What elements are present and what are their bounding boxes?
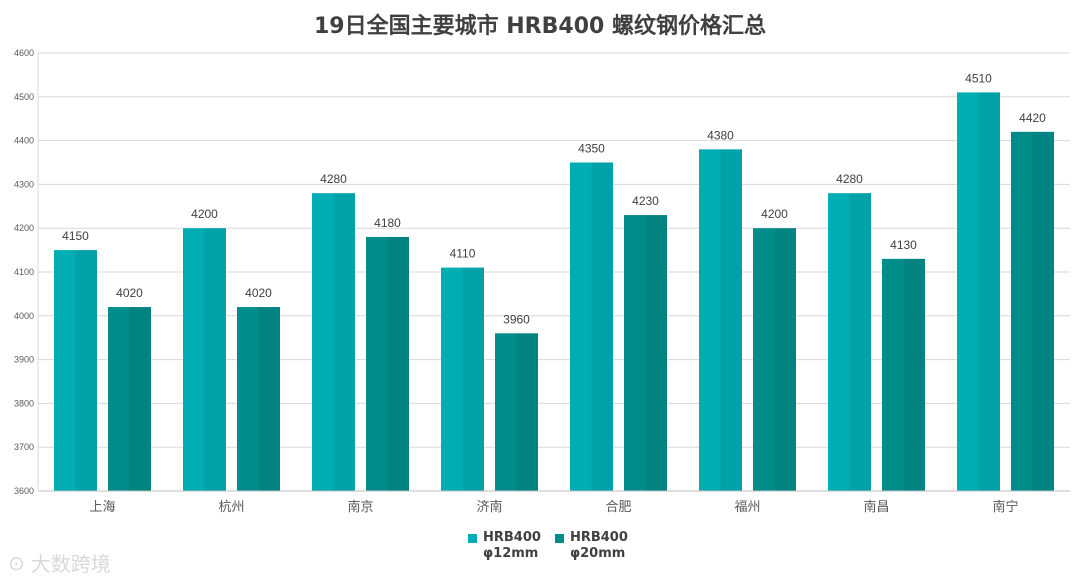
legend-item-series-1: HRB400 φ12mm	[468, 530, 541, 562]
legend-label-series-2: HRB400 φ20mm	[569, 530, 628, 561]
bar-shade	[978, 92, 1000, 492]
bar-shade	[1032, 131, 1054, 491]
x-tick-label: 济南	[476, 499, 502, 515]
y-tick-label: 3800	[14, 398, 34, 408]
bar	[495, 333, 538, 491]
legend-item-series-2: HRB400 φ20mm	[554, 530, 628, 562]
bar-shade	[645, 215, 667, 491]
legend-swatch-series-2	[554, 534, 564, 543]
legend: HRB400 φ12mm HRB400 φ20mm	[468, 530, 628, 562]
data-label: 4280	[836, 172, 863, 186]
y-tick-label: 4400	[14, 136, 34, 146]
bar-shade	[774, 228, 796, 491]
data-label: 4350	[578, 142, 605, 156]
data-label: 4130	[890, 238, 917, 252]
data-label: 4510	[965, 71, 992, 85]
x-tick-label: 杭州	[218, 500, 244, 515]
bar-shade	[849, 193, 871, 491]
x-tick-label: 合肥	[605, 500, 631, 515]
bar-shade	[387, 236, 409, 491]
data-label: 4200	[761, 207, 788, 221]
bar	[108, 307, 151, 491]
data-label: 4280	[320, 172, 347, 186]
bar	[828, 193, 871, 491]
data-label: 4180	[374, 216, 401, 230]
y-tick-label: 4300	[14, 179, 34, 189]
y-tick-label: 3600	[14, 486, 34, 496]
y-tick-label: 4500	[14, 92, 34, 102]
bar	[753, 228, 796, 491]
watermark-text: 大数跨境	[30, 552, 111, 576]
bar-shade	[720, 149, 742, 492]
bar-shade	[258, 307, 280, 491]
bar	[624, 215, 667, 491]
watermark: ⊙ 大数跨境	[8, 548, 111, 577]
bar	[366, 236, 409, 491]
data-label: 4020	[245, 286, 272, 300]
x-tick-label: 南宁	[992, 499, 1018, 515]
bar-shade	[333, 193, 355, 491]
x-tick-label: 上海	[89, 500, 115, 515]
y-tick-label: 3900	[14, 355, 34, 365]
watermark-logo-icon: ⊙	[8, 550, 25, 575]
bar	[1011, 131, 1054, 491]
data-label: 4150	[62, 229, 89, 243]
bar	[237, 307, 280, 491]
bar-shade	[204, 228, 226, 491]
y-tick-label: 4200	[14, 223, 34, 233]
data-label: 3960	[503, 312, 530, 326]
data-label: 4020	[116, 286, 143, 300]
data-label: 4380	[707, 128, 734, 142]
y-tick-label: 4100	[14, 267, 34, 277]
bar	[183, 228, 226, 491]
data-label: 4230	[632, 194, 659, 208]
bar	[699, 149, 742, 492]
chart-title: 19日全国主要城市 HRB400 螺纹钢价格汇总	[314, 14, 766, 39]
y-tick-label: 4000	[14, 311, 34, 321]
bar	[312, 193, 355, 491]
y-tick-label: 4600	[14, 48, 34, 58]
bar-shade	[903, 258, 925, 491]
bar-shade	[516, 333, 538, 491]
x-tick-label: 福州	[734, 500, 760, 515]
y-tick-label: 3700	[14, 442, 34, 452]
data-label: 4110	[450, 247, 476, 261]
x-tick-label: 南京	[347, 499, 373, 515]
x-tick-label: 南昌	[863, 499, 889, 515]
legend-label-series-1: HRB400 φ12mm	[483, 530, 541, 561]
data-label: 4420	[1019, 111, 1046, 125]
bar	[570, 162, 613, 491]
legend-swatch-series-1	[468, 534, 477, 543]
bar	[957, 92, 1000, 492]
bar	[54, 250, 97, 491]
bar	[882, 258, 925, 491]
bar-shade	[129, 307, 151, 491]
data-label: 4200	[191, 207, 218, 221]
bar-shade	[591, 162, 613, 491]
bar-shade	[462, 267, 484, 491]
bar-shade	[75, 250, 97, 491]
bar	[441, 267, 484, 491]
